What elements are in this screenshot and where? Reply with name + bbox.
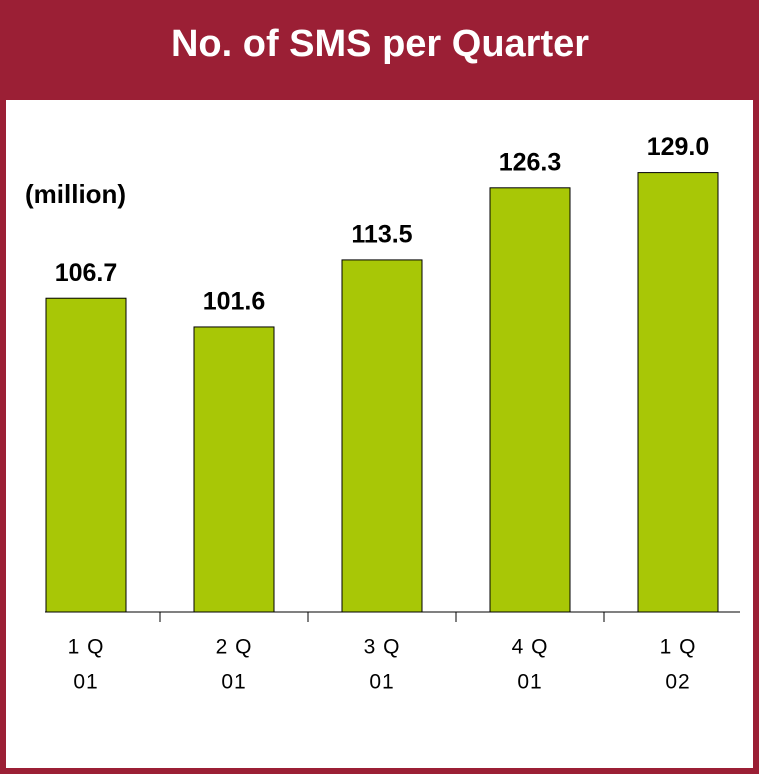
- x-tick-label: 01: [73, 671, 98, 694]
- unit-label: (million): [25, 179, 126, 209]
- x-tick-label: 01: [369, 671, 394, 694]
- value-label: 113.5: [351, 221, 412, 249]
- x-tick-label: 01: [221, 671, 246, 694]
- x-tick-label: 1 Q: [660, 636, 697, 659]
- value-label: 106.7: [55, 259, 118, 287]
- value-label: 126.3: [499, 148, 562, 176]
- bar: [341, 259, 423, 613]
- value-label: 101.6: [203, 288, 266, 316]
- bar: [193, 326, 275, 613]
- x-tick-label: 02: [665, 671, 690, 694]
- bar: [637, 172, 719, 613]
- bar: [45, 297, 127, 613]
- value-label: 129.0: [647, 133, 710, 161]
- bar: [489, 187, 571, 613]
- x-tick-label: 1 Q: [68, 636, 105, 659]
- x-tick-label: 2 Q: [216, 636, 253, 659]
- x-tick-label: 01: [517, 671, 542, 694]
- chart-title: No. of SMS per Quarter: [171, 23, 589, 65]
- x-tick-label: 3 Q: [364, 636, 401, 659]
- x-tick-label: 4 Q: [512, 636, 549, 659]
